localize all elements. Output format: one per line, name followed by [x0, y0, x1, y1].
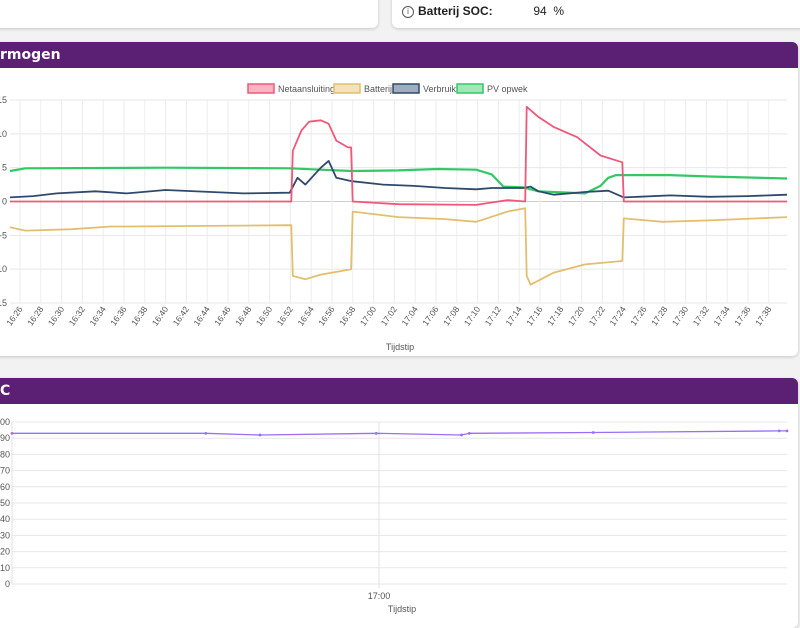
- x-tick-label: 17:06: [420, 304, 441, 327]
- y-tick-label: -10: [0, 264, 7, 274]
- soc-point: [204, 431, 208, 435]
- x-tick-label: 16:56: [316, 304, 337, 327]
- x-axis-title: Tijdstip: [388, 604, 416, 614]
- soc-summary-row: i Batterij SOC: 94 %: [402, 4, 564, 18]
- x-tick-label: 17:22: [587, 304, 608, 327]
- soc-panel-title: C: [0, 383, 11, 399]
- soc-panel: C 0 10 20 30 40 50 60 70 80 90 100 17:00 Tijdstip: [0, 378, 798, 628]
- x-tick-label: 17:14: [503, 304, 524, 327]
- y-tick-label: 10: [0, 563, 10, 573]
- soc-label: Batterij SOC:: [418, 4, 493, 18]
- legend-swatch: [456, 83, 484, 94]
- x-tick-label: 16:34: [87, 304, 108, 327]
- y-tick-label: 20: [0, 547, 10, 557]
- legend-label: Verbruik: [423, 84, 457, 94]
- soc-value: 94: [533, 4, 547, 18]
- legend-swatch: [333, 83, 361, 94]
- x-tick-label: 16:46: [212, 304, 233, 327]
- x-tick-label: 17:00: [368, 591, 391, 601]
- x-tick-label: 16:54: [295, 304, 316, 327]
- soc-series-line: [12, 430, 787, 436]
- y-tick-label: 0: [2, 197, 7, 207]
- y-tick-label: 15: [0, 95, 7, 105]
- legend-label: PV opwek: [487, 84, 528, 94]
- x-tick-label: 17:34: [711, 304, 732, 327]
- y-tick-label: -5: [0, 230, 7, 240]
- series-line-netaansluiting: [10, 105, 787, 206]
- y-tick-label: 80: [0, 449, 10, 459]
- x-tick-label: 17:24: [607, 304, 628, 327]
- x-axis-title: Tijdstip: [386, 342, 414, 352]
- x-tick-label: 16:26: [4, 304, 25, 327]
- x-tick-label: 16:48: [233, 304, 254, 327]
- y-tick-label: 50: [0, 498, 10, 508]
- y-tick-label: 40: [0, 514, 10, 524]
- soc-point: [785, 429, 789, 433]
- legend-swatch: [247, 83, 275, 94]
- y-tick-label: 10: [0, 129, 7, 139]
- soc-point: [591, 431, 595, 434]
- soc-summary-card: i Batterij SOC: 94 %: [392, 0, 800, 28]
- y-tick-label: 100: [0, 417, 10, 427]
- top-left-card: [0, 0, 378, 28]
- x-tick-label: 17:00: [358, 304, 379, 327]
- x-tick-label: 17:28: [649, 304, 670, 327]
- power-panel-title: rmogen: [0, 47, 61, 63]
- x-tick-label: 17:16: [524, 304, 545, 327]
- x-tick-label: 16:50: [254, 304, 275, 327]
- x-tick-label: 17:30: [670, 304, 691, 327]
- soc-unit: %: [553, 4, 565, 18]
- soc-point: [460, 433, 463, 437]
- soc-point: [467, 431, 471, 435]
- x-tick-label: 16:32: [67, 304, 88, 327]
- y-tick-label: 0: [5, 579, 10, 589]
- x-tick-label: 17:38: [753, 304, 774, 327]
- legend-swatch: [392, 83, 420, 94]
- x-tick-label: 16:52: [275, 304, 296, 327]
- soc-point: [10, 431, 14, 435]
- power-chart: Netaansluiting Batterij Verbruik PV opwek -1…: [0, 83, 788, 352]
- legend-label: Netaansluiting: [278, 84, 335, 94]
- x-tick-label: 17:20: [566, 304, 587, 327]
- info-circle-icon: i: [402, 5, 414, 18]
- x-tick-label: 16:40: [150, 304, 171, 327]
- series-line-pv-opwek: [9, 166, 788, 195]
- x-tick-label: 17:12: [483, 304, 504, 327]
- x-tick-label: 17:32: [691, 304, 712, 327]
- soc-chart: 0 10 20 30 40 50 60 70 80 90 100 17:00 Tijdstip: [0, 417, 789, 614]
- legend-label: Batterij: [364, 84, 392, 94]
- y-tick-label: 30: [0, 530, 10, 540]
- x-tick-label: 16:30: [46, 304, 67, 327]
- y-tick-label: 5: [2, 163, 7, 173]
- x-tick-label: 17:08: [441, 304, 462, 327]
- power-panel-header: rmogen: [0, 42, 798, 68]
- x-tick-label: 17:18: [545, 304, 566, 327]
- x-tick-label: 16:36: [108, 304, 129, 327]
- x-tick-label: 16:28: [25, 304, 46, 327]
- soc-panel-header: C: [0, 378, 798, 404]
- series-line-batterij: [9, 207, 788, 286]
- series-line-verbruik: [9, 160, 788, 199]
- y-tick-label: 70: [0, 466, 10, 476]
- power-panel: rmogen Netaansluiting Batterij Verbruik PV …: [0, 42, 798, 356]
- soc-point: [374, 431, 378, 435]
- x-tick-label: 17:02: [379, 304, 400, 327]
- y-tick-label: 90: [0, 433, 10, 443]
- x-tick-label: 17:36: [732, 304, 753, 327]
- x-tick-label: 16:42: [171, 304, 192, 327]
- x-tick-label: 16:58: [337, 304, 358, 327]
- x-tick-label: 16:38: [129, 304, 150, 327]
- x-tick-label: 17:10: [462, 304, 483, 327]
- soc-point: [258, 433, 262, 437]
- soc-point: [777, 429, 781, 433]
- x-tick-label: 17:04: [399, 304, 420, 327]
- x-tick-label: 16:44: [191, 304, 212, 327]
- y-tick-label: -15: [0, 298, 7, 308]
- y-tick-label: 60: [0, 482, 10, 492]
- x-tick-label: 17:26: [628, 304, 649, 327]
